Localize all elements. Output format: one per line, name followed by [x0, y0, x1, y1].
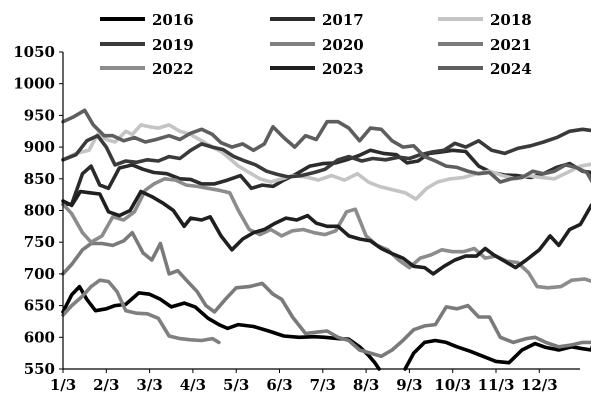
x-tick-label: 7/3	[310, 376, 336, 394]
legend-item-2024: 2024	[438, 60, 532, 78]
y-tick-label: 850	[24, 170, 55, 188]
y-tick-label: 900	[24, 138, 55, 156]
series-line-2016	[403, 338, 591, 371]
x-tick-label: 4/3	[180, 376, 206, 394]
y-tick-label: 750	[24, 233, 55, 251]
legend-label: 2021	[490, 36, 532, 54]
y-tick-label: 600	[24, 328, 55, 346]
legend-item-2020: 2020	[270, 36, 364, 54]
legend-item-2022: 2022	[100, 60, 194, 78]
plot-area	[61, 108, 591, 371]
legend-label: 2017	[322, 11, 364, 29]
series-line-2020	[61, 278, 221, 345]
legend-item-2018: 2018	[438, 11, 532, 29]
legend-item-2017: 2017	[270, 11, 364, 29]
legend: 2016 2017 2018 2019 2020 2021 2022 2023 2024	[100, 11, 532, 78]
axes: 550 600 650 700 750 800 850 900 950 1000 1050 1/3 2/…	[13, 43, 580, 394]
legend-item-2019: 2019	[100, 36, 194, 54]
legend-label: 2023	[322, 60, 364, 78]
legend-label: 2024	[490, 60, 532, 78]
x-tick-label: 6/3	[266, 376, 292, 394]
x-tick-label: 9/3	[396, 376, 422, 394]
y-tick-label: 1050	[13, 43, 55, 61]
y-tick-label: 700	[24, 265, 55, 283]
x-tick-label: 12/3	[521, 376, 558, 394]
x-tick-label: 3/3	[136, 376, 162, 394]
x-tick-label: 11/3	[478, 376, 515, 394]
y-tick-label: 950	[24, 106, 55, 124]
series-line-2021	[61, 230, 591, 359]
x-tick-label: 1/3	[50, 376, 76, 394]
series-line-2023	[61, 189, 591, 276]
y-tick-label: 1000	[13, 75, 55, 93]
legend-label: 2016	[152, 11, 194, 29]
legend-label: 2020	[322, 36, 364, 54]
series-line-2016	[61, 284, 381, 371]
series-line-2019	[61, 127, 591, 179]
x-tick-label: 5/3	[223, 376, 249, 394]
x-tick-label: 8/3	[353, 376, 379, 394]
series-line-2017	[61, 148, 591, 206]
legend-label: 2022	[152, 60, 194, 78]
legend-item-2021: 2021	[438, 36, 532, 54]
legend-label: 2018	[490, 11, 532, 29]
series-line-2022	[61, 177, 591, 290]
legend-item-2023: 2023	[270, 60, 364, 78]
legend-item-2016: 2016	[100, 11, 194, 29]
y-tick-label: 650	[24, 297, 55, 315]
y-tick-label: 800	[24, 202, 55, 220]
legend-label: 2019	[152, 36, 194, 54]
series-line-2024	[61, 108, 591, 184]
y-tick-label: 550	[24, 360, 55, 378]
series-line-2018	[61, 123, 591, 201]
x-tick-label: 2/3	[93, 376, 119, 394]
x-tick-label: 10/3	[434, 376, 471, 394]
